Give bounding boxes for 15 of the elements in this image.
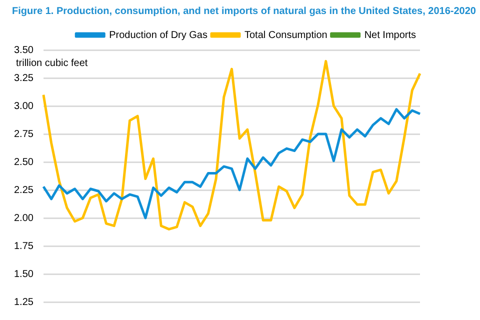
- y-tick-label: 2.25: [14, 184, 34, 196]
- y-tick-label: 2.00: [14, 212, 34, 224]
- y-tick-label: 3.00: [14, 100, 34, 112]
- y-tick-label: 3.25: [14, 72, 34, 84]
- y-tick-label: 1.25: [14, 296, 34, 308]
- y-tick-label: 2.75: [14, 128, 34, 140]
- y-tick-label: 2.50: [14, 156, 34, 168]
- y-tick-label: 1.50: [14, 268, 34, 280]
- y-tick-label: 1.75: [14, 240, 34, 252]
- legend-label: Total Consumption: [244, 30, 328, 41]
- legend-label: Production of Dry Gas: [109, 30, 208, 41]
- legend-label: Net Imports: [364, 30, 416, 41]
- y-tick-label: 3.50: [14, 44, 34, 56]
- y-axis-title: trillion cubic feet: [16, 58, 88, 69]
- chart-title: Figure 1. Production, consumption, and net imports of natural gas in the United States, 2016-2020: [12, 6, 476, 17]
